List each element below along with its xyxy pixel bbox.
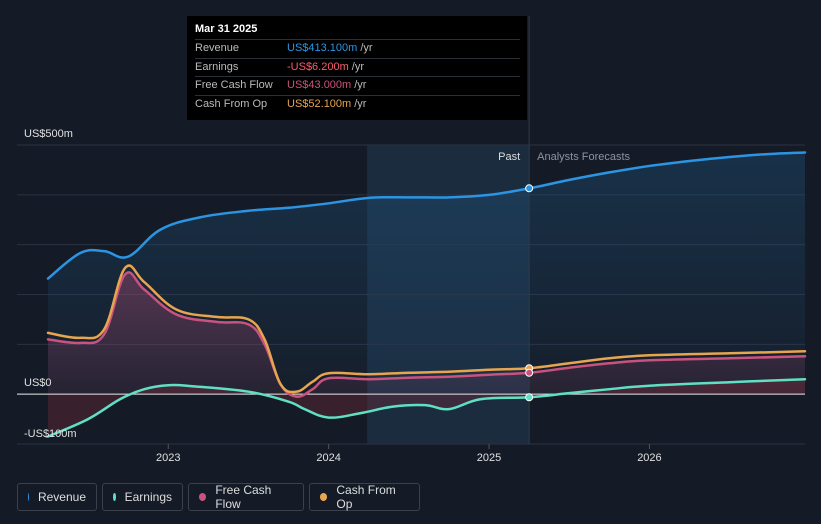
y-tick-label: -US$100m xyxy=(24,428,77,440)
tooltip-value: US$43.000m xyxy=(287,79,352,91)
x-tick-label: 2025 xyxy=(477,452,501,464)
tooltip-row-cash-from-op: Cash From Op US$52.100m/yr xyxy=(195,94,520,114)
legend-label: Revenue xyxy=(37,490,86,504)
legend-dot-icon xyxy=(28,493,29,501)
legend-label: Free Cash Flow xyxy=(215,483,272,511)
tooltip-row-revenue: Revenue US$413.100m/yr xyxy=(195,39,520,58)
legend-label: Cash From Op xyxy=(336,483,396,511)
earnings-line xyxy=(46,377,807,438)
free-cash-flow-line xyxy=(46,271,807,398)
x-tick-label: 2023 xyxy=(156,452,180,464)
legend-dot-icon xyxy=(113,493,116,501)
tooltip-row-earnings: Earnings -US$6.200m/yr xyxy=(195,57,520,77)
forecast-label: Analysts Forecasts xyxy=(537,151,630,163)
tooltip-unit: /yr xyxy=(354,97,367,110)
revenue-marker xyxy=(525,184,534,193)
past-label: Past xyxy=(498,151,520,163)
tooltip-unit: /yr xyxy=(354,79,367,91)
cash-from-op-line xyxy=(46,264,807,394)
tooltip-unit: /yr xyxy=(360,42,373,54)
tooltip: Mar 31 2025 Revenue US$413.100m/yr Earning… xyxy=(187,16,527,120)
y-tick-label: US$0 xyxy=(24,377,52,389)
legend-dot-icon xyxy=(199,493,207,501)
free-cash-flow-marker xyxy=(525,368,534,377)
tooltip-value: US$413.100m xyxy=(287,42,358,54)
legend-label: Earnings xyxy=(124,490,172,504)
y-tick-label: US$500m xyxy=(24,128,73,140)
tooltip-label: Free Cash Flow xyxy=(195,79,273,91)
x-tick-label: 2024 xyxy=(316,452,340,464)
tooltip-unit: /yr xyxy=(351,60,364,73)
x-tick-label: 2026 xyxy=(637,452,661,464)
free-cash-flow-area xyxy=(48,272,805,397)
legend-item-earnings[interactable]: Earnings xyxy=(102,483,183,511)
tooltip-label: Earnings xyxy=(195,60,239,73)
tooltip-date: Mar 31 2025 xyxy=(195,23,258,35)
x-axis-labels: 2023 2024 2025 2026 xyxy=(156,444,662,464)
revenue-line xyxy=(46,151,807,280)
tooltip-value: US$52.100m xyxy=(287,97,352,110)
series-markers xyxy=(525,184,534,402)
legend-dot-icon xyxy=(320,493,328,501)
tooltip-label: Cash From Op xyxy=(195,97,268,110)
legend-item-revenue[interactable]: Revenue xyxy=(17,483,97,511)
legend-item-free-cash-flow[interactable]: Free Cash Flow xyxy=(188,483,304,511)
y-axis-labels: US$500m US$0 -US$100m xyxy=(24,128,77,440)
tooltip-rows: Revenue US$413.100m/yr Earnings -US$6.200m /… xyxy=(195,39,520,114)
tooltip-row-free-cash-flow: Free Cash Flow US$43.000m/yr xyxy=(195,76,520,95)
series-lines xyxy=(46,151,807,438)
tooltip-label: Revenue xyxy=(195,42,240,54)
earnings-marker xyxy=(525,393,534,402)
legend-item-cash-from-op[interactable]: Cash From Op xyxy=(309,483,420,511)
tooltip-value: -US$6.200m xyxy=(287,60,349,73)
